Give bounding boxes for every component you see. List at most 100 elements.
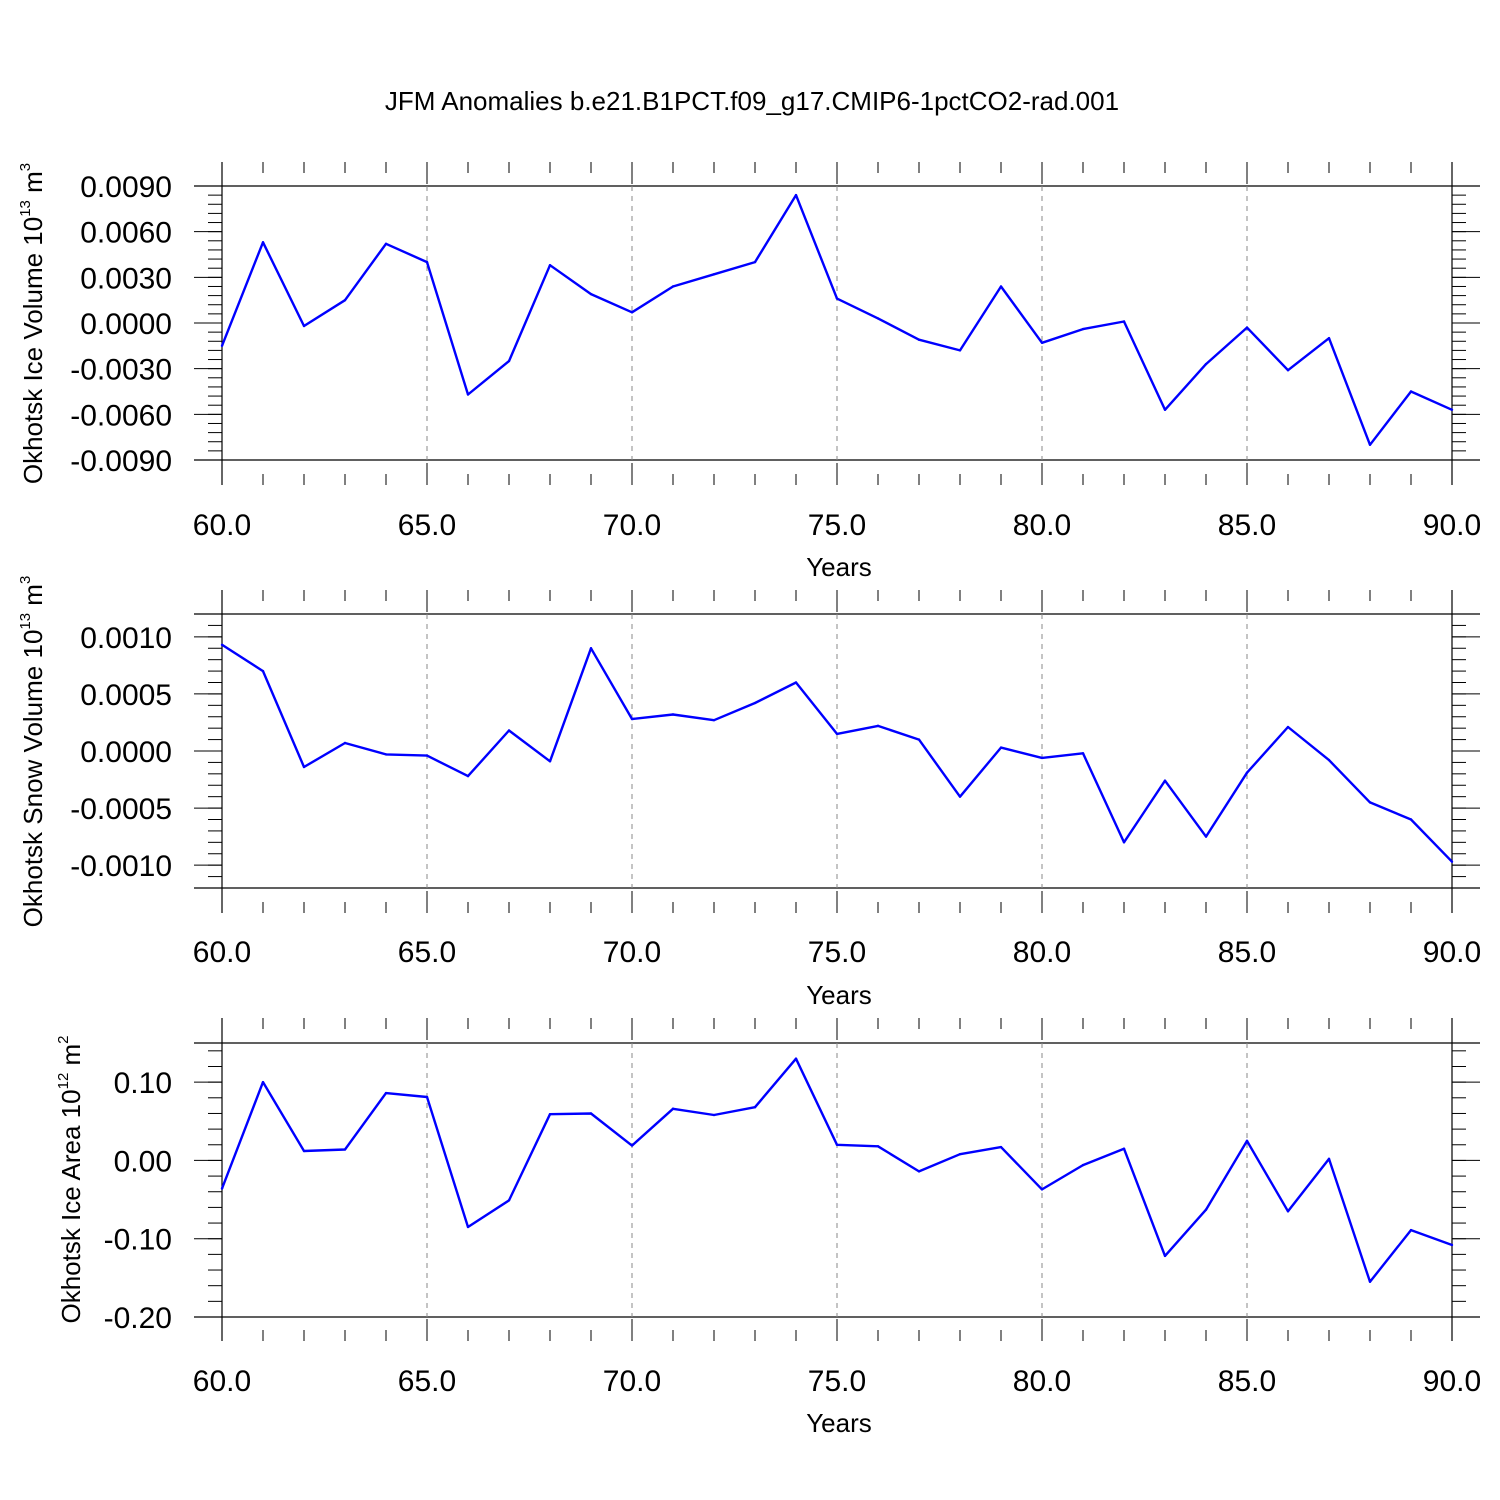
data-point [630, 311, 634, 314]
y-axis-title: Okhotsk Ice Volume 1013 m3 [17, 163, 48, 484]
x-tick-label: 85.0 [1218, 1365, 1276, 1398]
x-tick-label: 90.0 [1423, 1365, 1481, 1398]
data-point [302, 324, 306, 328]
x-tick-label: 60.0 [193, 509, 251, 542]
x-tick-label: 70.0 [603, 936, 661, 969]
data-point [876, 1145, 880, 1148]
panel-ice-volume: 60.0 65.0 70.0 75.0 80.0 85.0 90.0 0.0090 0.0060… [17, 162, 1481, 582]
data-point [1409, 818, 1413, 821]
x-tick-label: 75.0 [808, 1365, 866, 1398]
data-point [1409, 1228, 1413, 1232]
data-point [1040, 1188, 1044, 1191]
data-point [958, 1152, 962, 1156]
data-point [958, 349, 962, 352]
data-point [466, 774, 470, 778]
data-point [671, 1107, 675, 1110]
data-point [794, 193, 798, 197]
x-tick-label: 70.0 [603, 1365, 661, 1398]
data-point [548, 263, 552, 267]
data-point [1081, 1163, 1085, 1167]
x-tick-label: 80.0 [1013, 936, 1071, 969]
x-tick-label: 90.0 [1423, 509, 1481, 542]
data-point [1368, 1280, 1372, 1283]
data-point [302, 1149, 306, 1153]
data-point [917, 1170, 921, 1173]
data-point [1163, 1254, 1167, 1258]
data-point [917, 738, 921, 741]
data-point [1245, 1139, 1249, 1143]
data-point [1245, 771, 1249, 774]
y-tick-label: 0.0030 [80, 262, 172, 295]
data-point [1204, 1208, 1208, 1211]
data-point [999, 746, 1003, 749]
data-point [425, 1095, 429, 1099]
data-point [261, 241, 265, 244]
x-tick-label: 80.0 [1013, 1365, 1071, 1398]
x-tick-label: 85.0 [1218, 509, 1276, 542]
data-point [1040, 341, 1044, 344]
data-point [466, 1225, 470, 1229]
x-tick-label: 85.0 [1218, 936, 1276, 969]
data-point [1368, 801, 1372, 804]
x-tick-label: 60.0 [193, 1365, 251, 1398]
data-point [507, 729, 511, 732]
y-tick-label: -0.10 [104, 1224, 172, 1257]
y-tick-label: -0.0060 [70, 399, 172, 432]
data-point [548, 1113, 552, 1116]
data-point [1450, 860, 1454, 863]
data-point [876, 724, 880, 728]
data-point [548, 760, 552, 763]
data-point [261, 669, 265, 673]
x-tick-label: 60.0 [193, 936, 251, 969]
data-point [794, 681, 798, 684]
x-axis-title: Years [806, 1408, 872, 1438]
data-point [794, 1057, 798, 1060]
data-point [1204, 362, 1208, 366]
y-tick-label: 0.00 [114, 1145, 172, 1178]
data-point [917, 338, 921, 341]
data-point [1286, 368, 1290, 372]
x-tick-label: 65.0 [398, 936, 456, 969]
data-point [1327, 758, 1331, 762]
y-tick-label: 0.0010 [80, 622, 172, 655]
x-tick-label: 75.0 [808, 509, 866, 542]
data-point [876, 317, 880, 320]
data-point [220, 344, 224, 348]
y-tick-label: -0.0005 [70, 793, 172, 826]
data-point [343, 298, 347, 302]
y-tick-label: 0.10 [114, 1067, 172, 1100]
y-axis-title: Okhotsk Snow Volume 1013 m3 [17, 576, 48, 928]
data-point [712, 1113, 716, 1117]
data-point [1122, 1147, 1126, 1150]
data-point [1081, 752, 1085, 755]
data-point [1286, 725, 1290, 729]
data-point [1245, 326, 1249, 329]
data-point [220, 1187, 224, 1190]
data-point [384, 1091, 388, 1095]
data-point [1081, 327, 1085, 331]
panel-ice-area: 60.0 65.0 70.0 75.0 80.0 85.0 90.0 0.10 0.00 -0.1… [55, 1018, 1481, 1438]
panel-snow-volume: 60.0 65.0 70.0 75.0 80.0 85.0 90.0 0.0010 0.0005… [17, 576, 1481, 1010]
data-point [630, 717, 634, 721]
x-axis-title: Years [806, 980, 872, 1010]
data-point [1122, 841, 1126, 844]
data-point [466, 393, 470, 396]
x-axis-title: Years [806, 552, 872, 582]
chart-title: JFM Anomalies b.e21.B1PCT.f09_g17.CMIP6-… [385, 86, 1119, 116]
data-point [220, 643, 224, 647]
y-tick-label: -0.0090 [70, 445, 172, 478]
y-tick-label: 0.0000 [80, 736, 172, 769]
data-point [1409, 390, 1413, 393]
y-tick-label: 0.0090 [80, 171, 172, 204]
data-point [835, 1143, 839, 1146]
data-point [1450, 1243, 1454, 1247]
data-point [1368, 443, 1372, 446]
data-point [753, 1105, 757, 1109]
x-tick-label: 80.0 [1013, 509, 1071, 542]
data-point [1163, 779, 1167, 782]
x-tick-label: 70.0 [603, 509, 661, 542]
data-point [1122, 320, 1126, 323]
y-tick-label: -0.0030 [70, 354, 172, 387]
y-tick-label: -0.20 [104, 1302, 172, 1335]
